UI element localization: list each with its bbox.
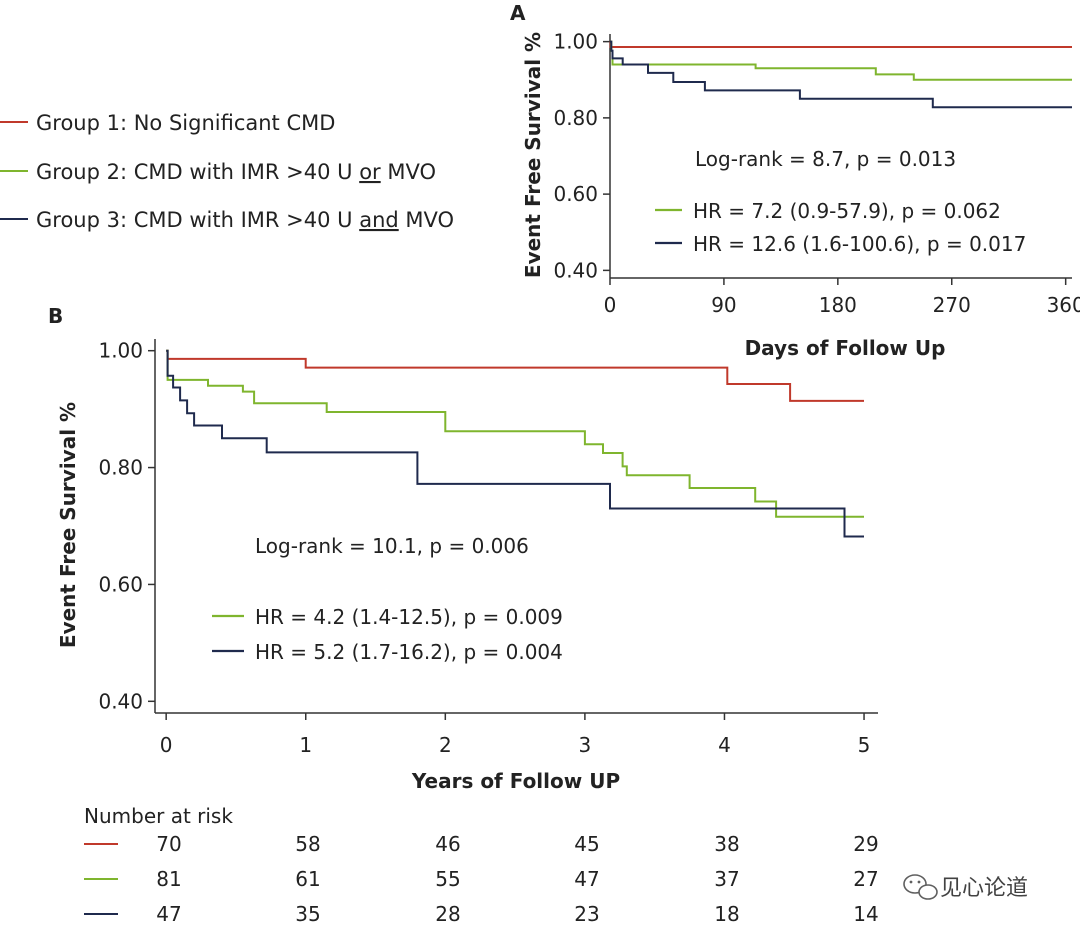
risk-cell: 28 <box>435 902 460 926</box>
panel-a-ytick-label: 1.00 <box>553 30 598 54</box>
risk-cell: 61 <box>295 867 320 891</box>
risk-cell: 55 <box>435 867 460 891</box>
risk-cell: 23 <box>574 902 599 926</box>
legend-label-group2-main: Group 2: CMD with IMR >40 U <box>36 160 359 184</box>
risk-cell: 35 <box>295 902 320 926</box>
legend-label-group3-main: Group 3: CMD with IMR >40 U <box>36 208 359 232</box>
panel-a-xlabel: Days of Follow Up <box>745 336 946 360</box>
watermark-text: 见心论道 <box>940 876 1028 901</box>
panel-b-label: B <box>48 304 63 328</box>
legend-label-group3: Group 3: CMD with IMR >40 U and MVO <box>36 208 454 232</box>
risk-table-title: Number at risk <box>84 804 233 828</box>
panel-a-xtick-label: 270 <box>933 293 971 317</box>
risk-cell: 70 <box>156 832 181 856</box>
legend-connector-or: or <box>359 160 381 184</box>
panel-b-hr1: HR = 4.2 (1.4-12.5), p = 0.009 <box>255 605 563 629</box>
panel-b-chart: B 0.40 0.60 0.80 1.00 0 1 2 3 4 5 Log-rank = 10.1… <box>48 304 878 793</box>
panel-a-ytick-label: 0.60 <box>553 182 598 206</box>
legend-item-group3: Group 3: CMD with IMR >40 U and MVO <box>0 208 454 232</box>
legend-label-group3-suffix: MVO <box>399 208 454 232</box>
panel-a-ytick-label: 0.40 <box>553 258 598 282</box>
panel-a-hr1: HR = 7.2 (0.9-57.9), p = 0.062 <box>693 199 1001 223</box>
risk-cell: 58 <box>295 832 320 856</box>
panel-a-chart: A 0.40 0.60 0.80 1.00 0 90 180 270 360 Log-rank … <box>510 1 1080 360</box>
legend-label-group1: Group 1: No Significant CMD <box>36 111 335 135</box>
panel-b-xtick-label: 3 <box>579 733 592 757</box>
panel-b-logrank: Log-rank = 10.1, p = 0.006 <box>255 534 529 558</box>
risk-cell: 18 <box>714 902 739 926</box>
panel-b-ytick-label: 0.80 <box>98 456 143 480</box>
panel-a-series-group3 <box>610 40 1072 109</box>
panel-b-ylabel: Event Free Survival % <box>56 402 80 648</box>
panel-b-xtick-label: 0 <box>160 733 173 757</box>
panel-a-ylabel: Event Free Survival % <box>521 32 545 278</box>
risk-cell: 81 <box>156 867 181 891</box>
panel-a-hr2: HR = 12.6 (1.6-100.6), p = 0.017 <box>693 232 1026 256</box>
panel-a-logrank: Log-rank = 8.7, p = 0.013 <box>695 147 956 171</box>
panel-a-xtick-label: 360 <box>1047 293 1080 317</box>
panel-a-label: A <box>510 1 526 25</box>
legend-item-group1: Group 1: No Significant CMD <box>0 111 335 135</box>
risk-cell: 45 <box>574 832 599 856</box>
panel-a-xtick-label: 90 <box>711 293 736 317</box>
panel-b-xtick-label: 4 <box>718 733 731 757</box>
panel-a-xtick-label: 0 <box>604 293 617 317</box>
panel-b-series-group3 <box>166 349 864 538</box>
panel-b-axes: 0.40 0.60 0.80 1.00 0 1 2 3 4 5 <box>98 339 878 757</box>
wechat-icon <box>903 874 938 900</box>
panel-a-ytick-label: 0.80 <box>553 106 598 130</box>
panel-b-xlabel: Years of Follow UP <box>411 769 620 793</box>
risk-cell: 27 <box>853 867 878 891</box>
panel-b-ytick-label: 1.00 <box>98 339 143 363</box>
watermark: 见心论道 <box>903 874 1028 901</box>
panel-a-axes: 0.40 0.60 0.80 1.00 0 90 180 270 360 <box>553 30 1080 317</box>
risk-cell: 46 <box>435 832 460 856</box>
risk-table-rows: 70 58 46 45 38 29 81 61 55 47 37 27 47 35 28 23 18 14 <box>84 832 879 926</box>
panel-b-series-group2 <box>166 349 864 518</box>
panel-b-xtick-label: 2 <box>439 733 452 757</box>
panel-a-series-group1 <box>609 40 1072 48</box>
risk-cell: 29 <box>853 832 878 856</box>
risk-table: Number at risk 70 58 46 45 38 29 81 61 55 47 37 27 4… <box>84 804 879 926</box>
legend-label-group2: Group 2: CMD with IMR >40 U or MVO <box>36 160 436 184</box>
panel-b-xtick-label: 1 <box>299 733 312 757</box>
risk-cell: 47 <box>156 902 181 926</box>
panel-b-series <box>166 349 864 538</box>
risk-cell: 37 <box>714 867 739 891</box>
risk-cell: 38 <box>714 832 739 856</box>
panel-b-ytick-label: 0.60 <box>98 572 143 596</box>
risk-cell: 47 <box>574 867 599 891</box>
panel-b-xtick-label: 5 <box>858 733 871 757</box>
panel-a-series <box>609 40 1072 109</box>
legend: Group 1: No Significant CMD Group 2: CMD… <box>0 111 454 232</box>
panel-b-hr2: HR = 5.2 (1.7-16.2), p = 0.004 <box>255 640 563 664</box>
legend-label-group2-suffix: MVO <box>381 160 436 184</box>
legend-connector-and: and <box>359 208 399 232</box>
panel-a-xtick-label: 180 <box>819 293 857 317</box>
risk-cell: 14 <box>853 902 878 926</box>
legend-item-group2: Group 2: CMD with IMR >40 U or MVO <box>0 160 436 184</box>
panel-b-ytick-label: 0.40 <box>98 689 143 713</box>
